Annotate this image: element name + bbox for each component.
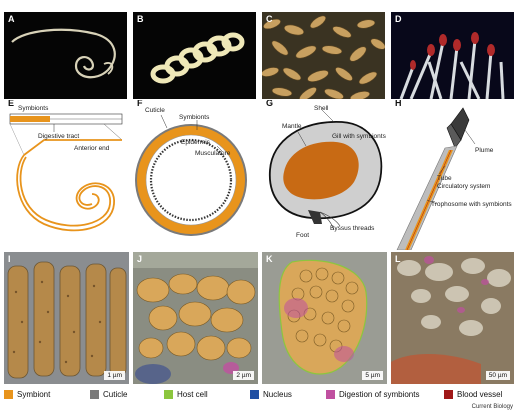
worm-anatomy-diagram: Symbionts Digestive tract Anterior end [9, 105, 123, 232]
panel-l-micrograph: L 50 µm [391, 252, 514, 384]
panel-e-label: E [8, 100, 15, 108]
legend-symbiont: Symbiont [4, 388, 50, 400]
panel-g-label: G [266, 100, 274, 108]
legend-digestion: Digestion of symbionts [326, 388, 419, 400]
panel-l-label: L [395, 254, 401, 264]
scale-bar-j: 2 µm [233, 371, 254, 380]
journal-credit: Current Biology [471, 404, 513, 410]
anterior-end-label: Anterior end [74, 145, 110, 152]
gill-cell-image [278, 259, 368, 375]
legend-digestion-label: Digestion of symbionts [339, 389, 420, 399]
plume-label: Plume [475, 147, 494, 154]
scale-bar-k: 5 µm [362, 371, 383, 380]
epidermis-label: Epidermis [181, 139, 211, 146]
scale-bar-i: 1 µm [104, 371, 125, 380]
legend-nucleus-label: Nucleus [263, 389, 292, 399]
digestion-swatch [326, 389, 335, 399]
panel-h-schematic: Plume Tube Circulatory system Trophosome… [391, 100, 514, 250]
scale-bar-l: 50 µm [485, 371, 510, 380]
panel-a-photo: A [4, 12, 127, 99]
panel-a-label: A [8, 14, 15, 24]
mussel-bed-image [262, 15, 385, 99]
circulatory-label: Circulatory system [437, 183, 490, 190]
panel-c-label: C [266, 14, 273, 24]
panel-d-label: D [395, 14, 402, 24]
tubeworm-anatomy-diagram: Plume Tube Circulatory system Trophosome… [396, 107, 512, 250]
panel-b-label: B [137, 14, 144, 24]
legend-blood-vessel: Blood vessel [444, 388, 502, 400]
panel-e-schematic: Symbionts Digestive tract Anterior end E [4, 100, 131, 250]
color-legend: Symbiont Cuticle Host cell Nucleus Diges… [4, 388, 517, 400]
nucleus-swatch [250, 389, 259, 399]
panel-b-photo: B [133, 12, 256, 99]
panel-j-micrograph: J 2 µm [133, 252, 258, 384]
legend-host-cell: Host cell [164, 388, 208, 400]
cuticle-label: Cuticle [145, 107, 165, 114]
panel-c-photo: C [262, 12, 385, 99]
panel-k-micrograph: K 5 µm [262, 252, 387, 384]
foot-label: Foot [296, 232, 309, 239]
panel-g-schematic: Shell Mantle Gill with symbionts Byssus … [262, 100, 389, 250]
legend-nucleus: Nucleus [250, 388, 292, 400]
legend-host-cell-label: Host cell [177, 389, 208, 399]
panel-h-label: H [395, 100, 402, 108]
legend-cuticle: Cuticle [90, 388, 127, 400]
byssus-label: Byssus threads [330, 225, 375, 232]
panel-k-label: K [266, 254, 273, 264]
panel-d-photo: D [391, 12, 514, 99]
symbionts-label: Symbionts [18, 105, 49, 112]
gill-label: Gill with symbionts [332, 133, 387, 140]
tube-label: Tube [437, 175, 452, 182]
panel-j-label: J [137, 254, 143, 264]
cuticle-swatch [90, 389, 99, 399]
mussel-anatomy-diagram: Shell Mantle Gill with symbionts Byssus … [269, 105, 387, 239]
tubeworm-colony-image [399, 32, 505, 99]
trophosome-image [391, 256, 511, 384]
symbionts-ring-label: Symbionts [179, 114, 210, 121]
panel-i-label: I [8, 254, 11, 264]
mantle-label: Mantle [282, 123, 302, 130]
legend-symbiont-label: Symbiont [17, 389, 51, 399]
spiral-worm-image [150, 32, 245, 84]
cross-section-diagram: Cuticle Symbionts Epidermis Musculature [135, 107, 247, 236]
musculature-label: Musculature [195, 150, 231, 157]
shell-label: Shell [314, 105, 329, 112]
trophosome-label: Trophosome with symbionts [431, 201, 512, 208]
legend-blood-vessel-label: Blood vessel [457, 389, 503, 399]
blood-vessel-swatch [444, 389, 453, 399]
panel-f-schematic: Cuticle Symbionts Epidermis Musculature … [133, 100, 260, 250]
bacteriocytes-image [133, 252, 258, 384]
digestive-tract-label: Digestive tract [38, 133, 79, 140]
host-cell-swatch [164, 389, 173, 399]
panel-i-micrograph: I 1 µm [4, 252, 129, 384]
panel-f-label: F [137, 100, 143, 108]
coiled-worm-image [11, 28, 116, 79]
symbiont-swatch [4, 389, 13, 399]
symbiont-rods-image [7, 261, 127, 379]
legend-cuticle-label: Cuticle [103, 389, 128, 399]
